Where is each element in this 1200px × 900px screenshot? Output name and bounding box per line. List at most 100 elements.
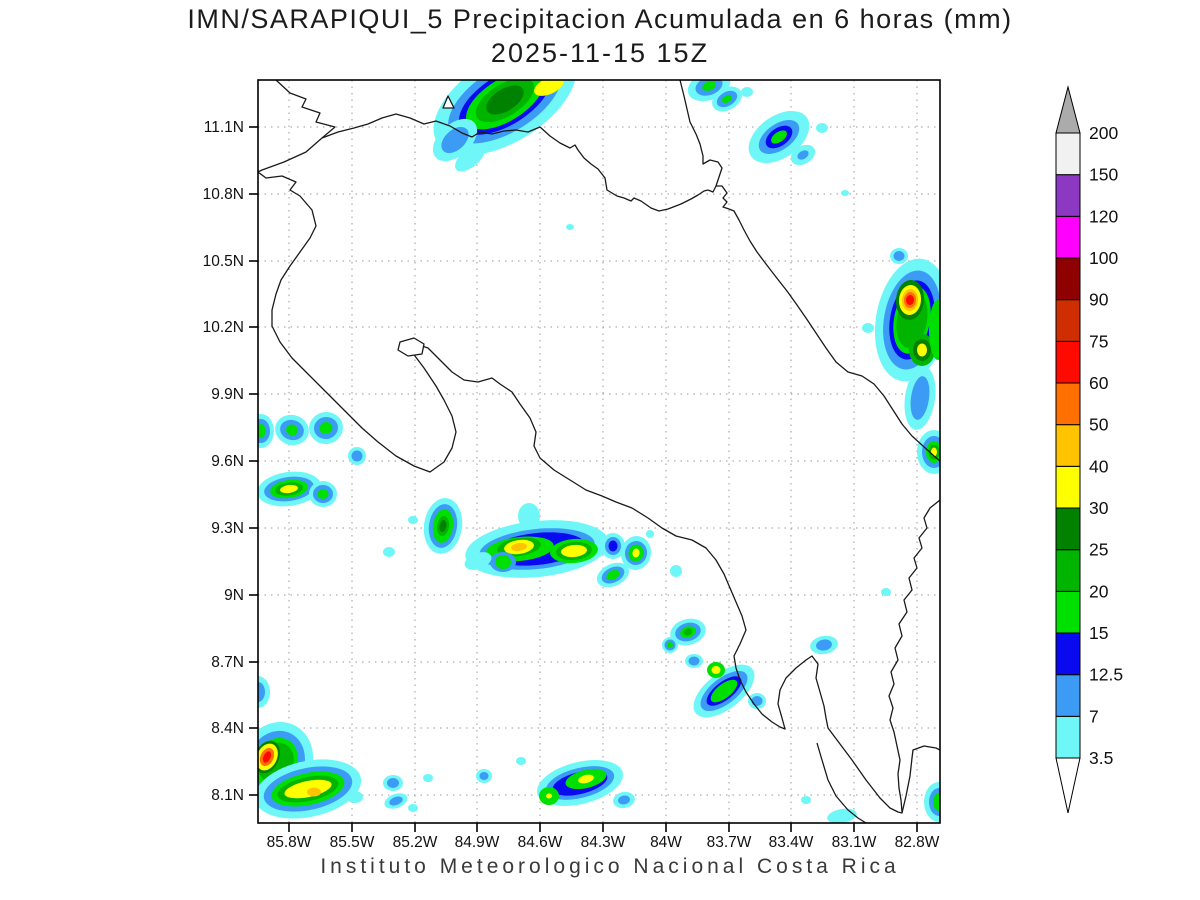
colorbar-band (1055, 590, 1081, 634)
contour-ring (486, 85, 524, 115)
precip-cell (550, 538, 598, 564)
precip-cell (408, 804, 418, 812)
contour-ring (578, 774, 594, 784)
contour-ring (816, 639, 832, 651)
contour-ring (702, 81, 716, 91)
map-title: IMN/SARAPIQUI_5 Precipitacion Acumulada … (187, 4, 1013, 34)
contour-ring (667, 642, 673, 648)
lon-tick-label: 85.2W (393, 834, 438, 851)
contour-ring (455, 144, 485, 172)
contour-ring (423, 774, 433, 782)
lat-tick-label: 9.9N (211, 386, 244, 403)
contour-ring (632, 548, 640, 558)
precip-cell (596, 562, 630, 588)
contour-ring (495, 555, 511, 569)
colorbar-label: 20 (1089, 581, 1109, 601)
coastline-caribbean (679, 80, 723, 193)
contour-ring (827, 808, 857, 823)
contour-ring (262, 751, 272, 763)
precip-cell (309, 481, 337, 507)
lat-tick-label: 8.1N (211, 787, 244, 804)
lat-tick-label: 10.2N (203, 319, 244, 336)
precip-cell (516, 757, 526, 765)
contour-ring (319, 421, 333, 435)
contour-ring (511, 542, 527, 552)
precip-cell (613, 791, 635, 809)
precip-cell (895, 280, 925, 320)
contour-ring (286, 424, 298, 436)
precip-cell (383, 775, 403, 791)
colorbar-label: 50 (1089, 415, 1109, 435)
contour-ring (683, 628, 693, 636)
map-subtitle: 2025-11-15 15Z (490, 38, 710, 68)
colorbar-band (1055, 632, 1081, 676)
precip-cell (309, 411, 343, 445)
precip-cell (890, 248, 908, 264)
precip-cell (539, 787, 559, 805)
colorbar-label: 15 (1089, 623, 1108, 643)
border-panama (888, 499, 940, 813)
colorbar-band (1055, 257, 1081, 301)
precip-cell (646, 530, 654, 538)
precip-cell (464, 552, 492, 570)
coastline-panama-corner (816, 742, 867, 823)
precip-cell (258, 759, 362, 819)
precip-cell (307, 787, 321, 797)
precip-cell (275, 414, 309, 446)
precip-cell (455, 144, 485, 172)
contour-ring (862, 323, 874, 333)
lon-tick-label: 84.9W (455, 834, 500, 851)
coastlines (258, 80, 940, 823)
contour-ring (816, 123, 828, 133)
lon-tick-label: 85.5W (330, 834, 375, 851)
contour-ring (618, 795, 630, 805)
precip-cell (909, 334, 935, 366)
contour-ring (258, 682, 265, 702)
precip-cell (670, 618, 706, 646)
coastline-caribbean-south (716, 185, 940, 462)
contour-ring (258, 424, 266, 438)
precipitation-contours (258, 80, 940, 823)
lon-tick-label: 84W (650, 834, 682, 851)
axis-labels: 85.8W 85.5W 85.2W 84.9W 84.6W 84.3W 84W 83.7W 83… (203, 119, 940, 851)
precip-cell (347, 791, 363, 803)
precip-cell (810, 635, 838, 655)
contour-ring (516, 757, 526, 765)
contour-ring (389, 796, 403, 806)
contour-ring (464, 552, 492, 570)
colorbar-band (1055, 715, 1081, 759)
contour-ring (408, 804, 418, 812)
precip-cell (423, 774, 433, 782)
colorbar-label: 30 (1089, 498, 1109, 518)
precip-cell (497, 537, 541, 557)
colorbar-band (1055, 174, 1081, 217)
precip-cell (816, 123, 828, 133)
colorbar-band (1055, 549, 1081, 592)
lon-tick-label: 82.8W (895, 834, 940, 851)
contour-ring (893, 251, 905, 261)
colorbar-band (1055, 132, 1081, 176)
contour-ring (721, 94, 733, 104)
precip-cell (258, 676, 270, 708)
map-frame (257, 79, 941, 824)
border-nicaragua (321, 113, 709, 212)
precip-cell (748, 693, 766, 709)
colorbar-label: 12.5 (1089, 665, 1123, 685)
precip-cell (384, 793, 408, 809)
colorbar: 3.5 7 12.5 15 20 25 30 40 50 60 75 90 100 120 150 200 (1055, 85, 1123, 814)
contour-ring (561, 544, 587, 558)
precip-cell (748, 110, 810, 164)
lat-tick-label: 9N (224, 587, 244, 604)
precip-cell (601, 533, 625, 559)
precip-cell (258, 740, 281, 774)
precip-cell (423, 498, 463, 554)
contour-ring (751, 696, 763, 706)
contour-ring (670, 565, 682, 577)
precip-cell (670, 565, 682, 577)
contour-ring (566, 224, 574, 230)
colorbar-under-arrow (1055, 757, 1081, 814)
contour-ring (608, 540, 618, 552)
precip-cell (790, 144, 816, 166)
